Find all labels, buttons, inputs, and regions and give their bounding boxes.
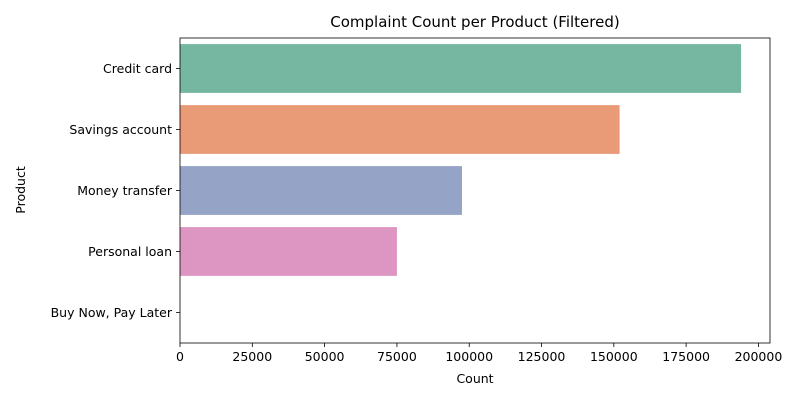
x-tick-label: 200000: [735, 349, 783, 364]
plot-frame: [179, 37, 771, 344]
x-tick-label: 125000: [518, 349, 566, 364]
bar-credit-card: [180, 44, 742, 93]
y-tick-label: Personal loan: [88, 244, 172, 259]
y-tick-label: Savings account: [69, 122, 172, 137]
x-tick-label: 75000: [377, 349, 417, 364]
bar-money-transfer: [180, 166, 462, 215]
x-tick-label: 0: [176, 349, 184, 364]
y-axis-label: Product: [13, 166, 28, 214]
bars-group: [180, 44, 742, 276]
x-tick-label: 25000: [232, 349, 272, 364]
x-tick-label: 175000: [662, 349, 710, 364]
y-axis-ticks: Credit card Savings account Money transfer…: [51, 61, 180, 320]
x-tick-label: 100000: [445, 349, 493, 364]
x-axis-label: Count: [456, 371, 493, 386]
x-axis-ticks: 0 25000 50000 75000 100000 125000 150000 175000…: [176, 343, 782, 364]
chart-title: Complaint Count per Product (Filtered): [330, 13, 619, 31]
bar-personal-loan: [180, 227, 397, 276]
x-tick-label: 150000: [590, 349, 638, 364]
bar-savings-account: [180, 105, 620, 154]
y-tick-label: Buy Now, Pay Later: [51, 305, 173, 320]
y-tick-label: Money transfer: [77, 183, 173, 198]
x-tick-label: 50000: [305, 349, 345, 364]
y-tick-label: Credit card: [103, 61, 172, 76]
